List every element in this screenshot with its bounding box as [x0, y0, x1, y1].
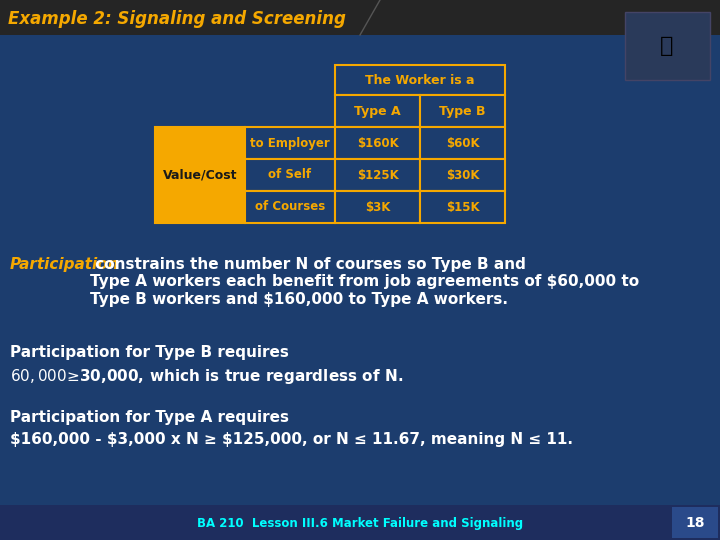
Bar [625, 12, 710, 80]
Text: Participation: Participation [10, 257, 120, 272]
Text: Participation for Type B requires: Participation for Type B requires [10, 345, 289, 360]
Text: $15K: $15K [446, 200, 480, 213]
Bar [335, 65, 505, 95]
Text: $160,000 - $3,000 x N ≥ $125,000, or N ≤ 11.67, meaning N ≤ 11.: $160,000 - $3,000 x N ≥ $125,000, or N ≤… [10, 432, 573, 447]
Text: $3K: $3K [365, 200, 390, 213]
Bar [335, 95, 420, 127]
Bar [155, 127, 245, 223]
Bar [245, 159, 335, 191]
Bar [420, 191, 505, 223]
Bar [672, 507, 718, 538]
Bar [335, 191, 420, 223]
Bar [420, 127, 505, 159]
Bar [420, 95, 505, 127]
Text: 18: 18 [685, 516, 705, 530]
Text: Type A: Type A [354, 105, 401, 118]
Text: Example 2: Signaling and Screening: Example 2: Signaling and Screening [8, 10, 346, 28]
Bar [0, 505, 720, 540]
Bar [420, 159, 505, 191]
Bar [245, 127, 335, 159]
Text: of Self: of Self [269, 168, 312, 181]
Text: of Courses: of Courses [255, 200, 325, 213]
Bar [245, 191, 335, 223]
Text: $60K: $60K [446, 137, 480, 150]
Text: $30K: $30K [446, 168, 480, 181]
Text: to Employer: to Employer [250, 137, 330, 150]
Bar [335, 159, 420, 191]
Bar [335, 127, 420, 159]
Text: BA 210  Lesson III.6 Market Failure and Signaling: BA 210 Lesson III.6 Market Failure and S… [197, 516, 523, 530]
Text: $160K: $160K [356, 137, 398, 150]
Text: Type B: Type B [439, 105, 486, 118]
Text: constrains the number N of courses so Type B and
Type A workers each benefit fro: constrains the number N of courses so Ty… [90, 257, 639, 307]
Text: Participation for Type A requires: Participation for Type A requires [10, 410, 289, 425]
Text: $60,000 ≥ $30,000, which is true regardless of N.: $60,000 ≥ $30,000, which is true regardl… [10, 367, 403, 386]
Text: 👤: 👤 [660, 36, 674, 56]
Text: The Worker is a: The Worker is a [365, 73, 474, 86]
Text: Value/Cost: Value/Cost [163, 168, 238, 181]
Bar [0, 0, 720, 35]
Text: $125K: $125K [356, 168, 398, 181]
